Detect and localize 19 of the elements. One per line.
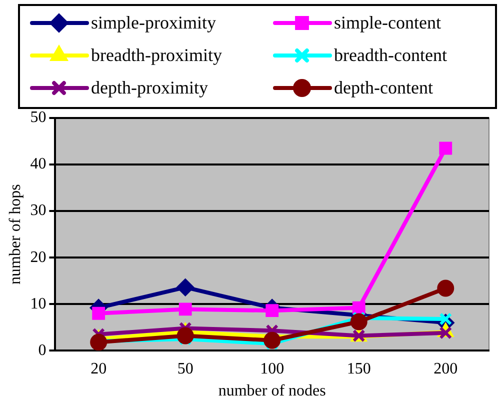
- y-tick-label: 50: [30, 109, 46, 126]
- y-tick-label: 10: [30, 295, 46, 312]
- y-tick-label: 40: [30, 156, 46, 173]
- x-tick-label: 200: [434, 360, 458, 378]
- x-tick-label: 50: [177, 360, 194, 378]
- y-tick-label: 0: [38, 342, 46, 359]
- y-tick-label: 30: [30, 202, 46, 220]
- x-axis-title: number of nodes: [218, 382, 326, 400]
- y-tick-label: 20: [30, 248, 46, 266]
- legend-label: simple-proximity: [91, 12, 216, 33]
- legend-label: breadth-proximity: [91, 45, 222, 66]
- legend-label: depth-proximity: [91, 78, 208, 98]
- legend-label: depth-content: [334, 78, 433, 98]
- legend-label: breadth-content: [334, 45, 447, 66]
- x-tick-label: 100: [260, 360, 284, 378]
- x-tick-label: 20: [90, 360, 107, 378]
- legend-label: simple-content: [334, 12, 441, 33]
- x-tick-label: 150: [346, 360, 371, 378]
- y-axis-title: number of hops: [6, 184, 24, 285]
